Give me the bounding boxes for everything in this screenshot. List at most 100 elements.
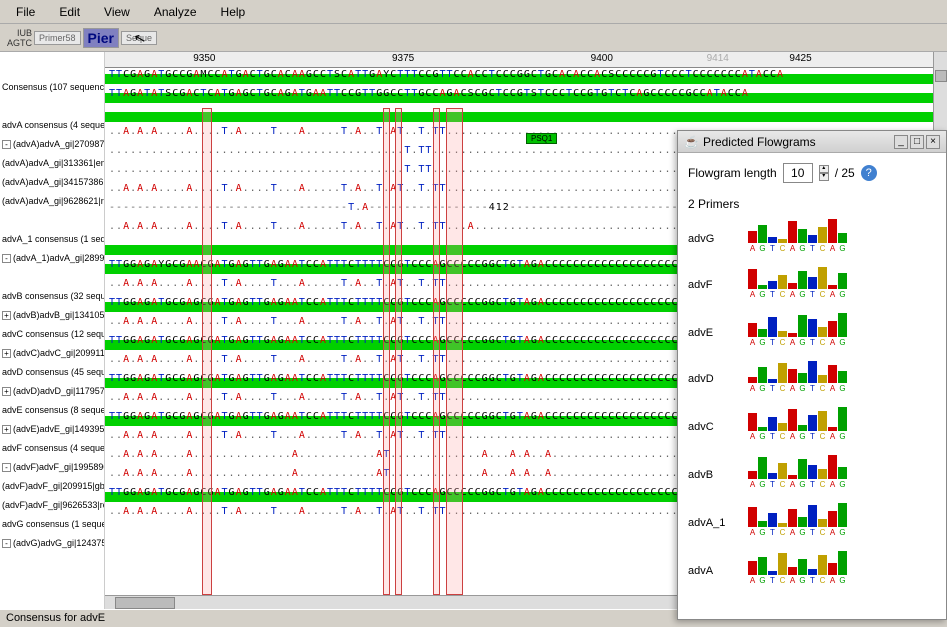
sidebar-row[interactable]: -(advA)advA_gi|270987218 [0,135,104,154]
flowgram-length-input[interactable]: 10 [783,163,813,183]
bar-letter: G [798,432,807,441]
seq-row[interactable] [105,106,933,125]
flowgram-row-label: advC [688,421,748,441]
menu-view[interactable]: View [92,1,142,23]
sidebar-row[interactable]: -(advF)advF_gi|199589012 [0,458,104,477]
expand-toggle[interactable]: - [2,539,11,548]
bar-letter: A [788,432,797,441]
sidebar-row[interactable]: advC consensus (12 sequenc [0,325,104,344]
bar-letter: T [768,432,777,441]
sidebar-row[interactable]: (advA)advA_gi|341573861 [0,173,104,192]
sidebar-row[interactable]: (advA)advA_gi|9628621|re [0,192,104,211]
seq-row[interactable]: TTCGAGATGCCGAMCCATGACTGCACAAGCCTSCATTGAY… [105,68,933,87]
spin-down[interactable]: ▾ [819,173,829,181]
sidebar-row[interactable]: (advA)advA_gi|313361|em [0,154,104,173]
expand-toggle[interactable]: - [2,463,11,472]
flowgram-bar: C [818,327,827,347]
bar-fill [748,323,757,337]
expand-toggle[interactable]: - [2,254,11,263]
flowgram-bar: A [828,455,837,489]
sidebar-row[interactable]: advG consensus (1 sequence [0,515,104,534]
flowgram-bar: T [808,361,817,393]
bar-fill [758,367,767,383]
sidebar-row[interactable]: advA_1 consensus (1 sequen [0,230,104,249]
btn-pier[interactable]: Pier [83,28,119,48]
bar-letter: C [778,480,787,489]
sidebar-row[interactable]: advE consensus (8 sequence [0,401,104,420]
flowgram-bar: A [828,563,837,585]
expand-toggle[interactable]: - [2,140,11,149]
flowgram-bar: A [788,221,797,253]
flowgram-bar: T [808,465,817,489]
bar-fill [748,269,757,289]
sidebar-row[interactable]: -(advA_1)advA_gi|2899909 [0,249,104,268]
hscroll-thumb[interactable] [115,597,175,609]
flowgram-titlebar[interactable]: ☕ Predicted Flowgrams _ □ × [678,131,946,153]
flowgram-bar: A [748,323,757,347]
seq-bgbar [105,112,933,122]
expand-toggle[interactable]: + [2,349,11,358]
sidebar-label: (advF)advF_gi|209915|gb [2,481,104,491]
flowgram-bar: G [798,229,807,253]
bar-letter: C [818,480,827,489]
sidebar-label: advB consensus (32 sequenc [2,291,104,301]
bar-letter: G [838,432,847,441]
expand-toggle[interactable]: + [2,311,11,320]
bar-letter: C [778,576,787,585]
flowgram-bar: C [778,463,787,489]
menu-edit[interactable]: Edit [47,1,92,23]
bar-letter: G [838,384,847,393]
flowgram-bar: G [758,367,767,393]
sidebar-row[interactable]: advB consensus (32 sequenc [0,287,104,306]
max-button[interactable]: □ [910,135,924,149]
sidebar-label: (advA)advA_gi|341573861 [2,177,104,187]
menu-analyze[interactable]: Analyze [142,1,209,23]
sidebar-label: (advB)advB_gi|134105495 [13,310,104,320]
bar-letter: A [788,290,797,299]
flowgram-bar: A [788,409,797,441]
bar-fill [828,285,837,289]
flowgram-bar: T [768,317,777,347]
flowgram-bar: G [798,559,807,585]
sidebar-row[interactable] [0,97,104,116]
min-button[interactable]: _ [894,135,908,149]
sidebar-row[interactable]: +(advD)advD_gi|117957252 [0,382,104,401]
sidebar-row[interactable] [0,211,104,230]
flowgram-bar: A [788,509,797,537]
flowgram-bar: G [838,313,847,347]
sidebar-row[interactable]: +(advC)advC_gi|209911|gb [0,344,104,363]
help-icon[interactable]: ? [861,165,877,181]
sidebar-row[interactable]: +(advE)advE_gi|149395306 [0,420,104,439]
primer-label[interactable]: PSQ1 [526,133,557,144]
sidebar-row[interactable]: -(advG)advG_gi|124375682 [0,534,104,553]
sidebar-row[interactable] [0,268,104,287]
vscroll-thumb[interactable] [935,70,947,82]
flowgram-bar: G [838,273,847,299]
sidebar-row[interactable]: Consensus (107 sequences) [0,78,104,97]
sidebar-row[interactable]: advF consensus (4 sequence [0,439,104,458]
expand-toggle[interactable]: + [2,425,11,434]
seq-row[interactable]: TTAGATATSCGACTCATGAGCTGCAGATGAATTCCGTTGG… [105,87,933,106]
sidebar-label: advD consensus (45 sequenc [2,367,104,377]
bar-letter: C [818,338,827,347]
bar-fill [748,413,757,431]
menu-file[interactable]: File [4,1,47,23]
bar-fill [818,519,827,527]
flowgram-bar: G [838,233,847,253]
sidebar-row[interactable]: advA consensus (4 sequenc [0,116,104,135]
sidebar-row[interactable]: advD consensus (45 sequenc [0,363,104,382]
bar-letter: A [828,384,837,393]
sidebar-row[interactable]: (advF)advF_gi|9626533|re [0,496,104,515]
btn-primer58[interactable]: Primer58 [34,31,81,45]
sidebar-row[interactable]: +(advB)advB_gi|134105495 [0,306,104,325]
close-button[interactable]: × [926,135,940,149]
menu-help[interactable]: Help [209,1,258,23]
sidebar-row[interactable]: (advF)advF_gi|209915|gb [0,477,104,496]
bar-letter: T [808,290,817,299]
expand-toggle[interactable]: + [2,387,11,396]
spin-up[interactable]: ▴ [819,165,829,173]
flowgram-bar: A [748,269,757,299]
flowgram-row-label: advE [688,327,748,347]
flowgram-bar: G [758,285,767,299]
bar-fill [748,231,757,243]
